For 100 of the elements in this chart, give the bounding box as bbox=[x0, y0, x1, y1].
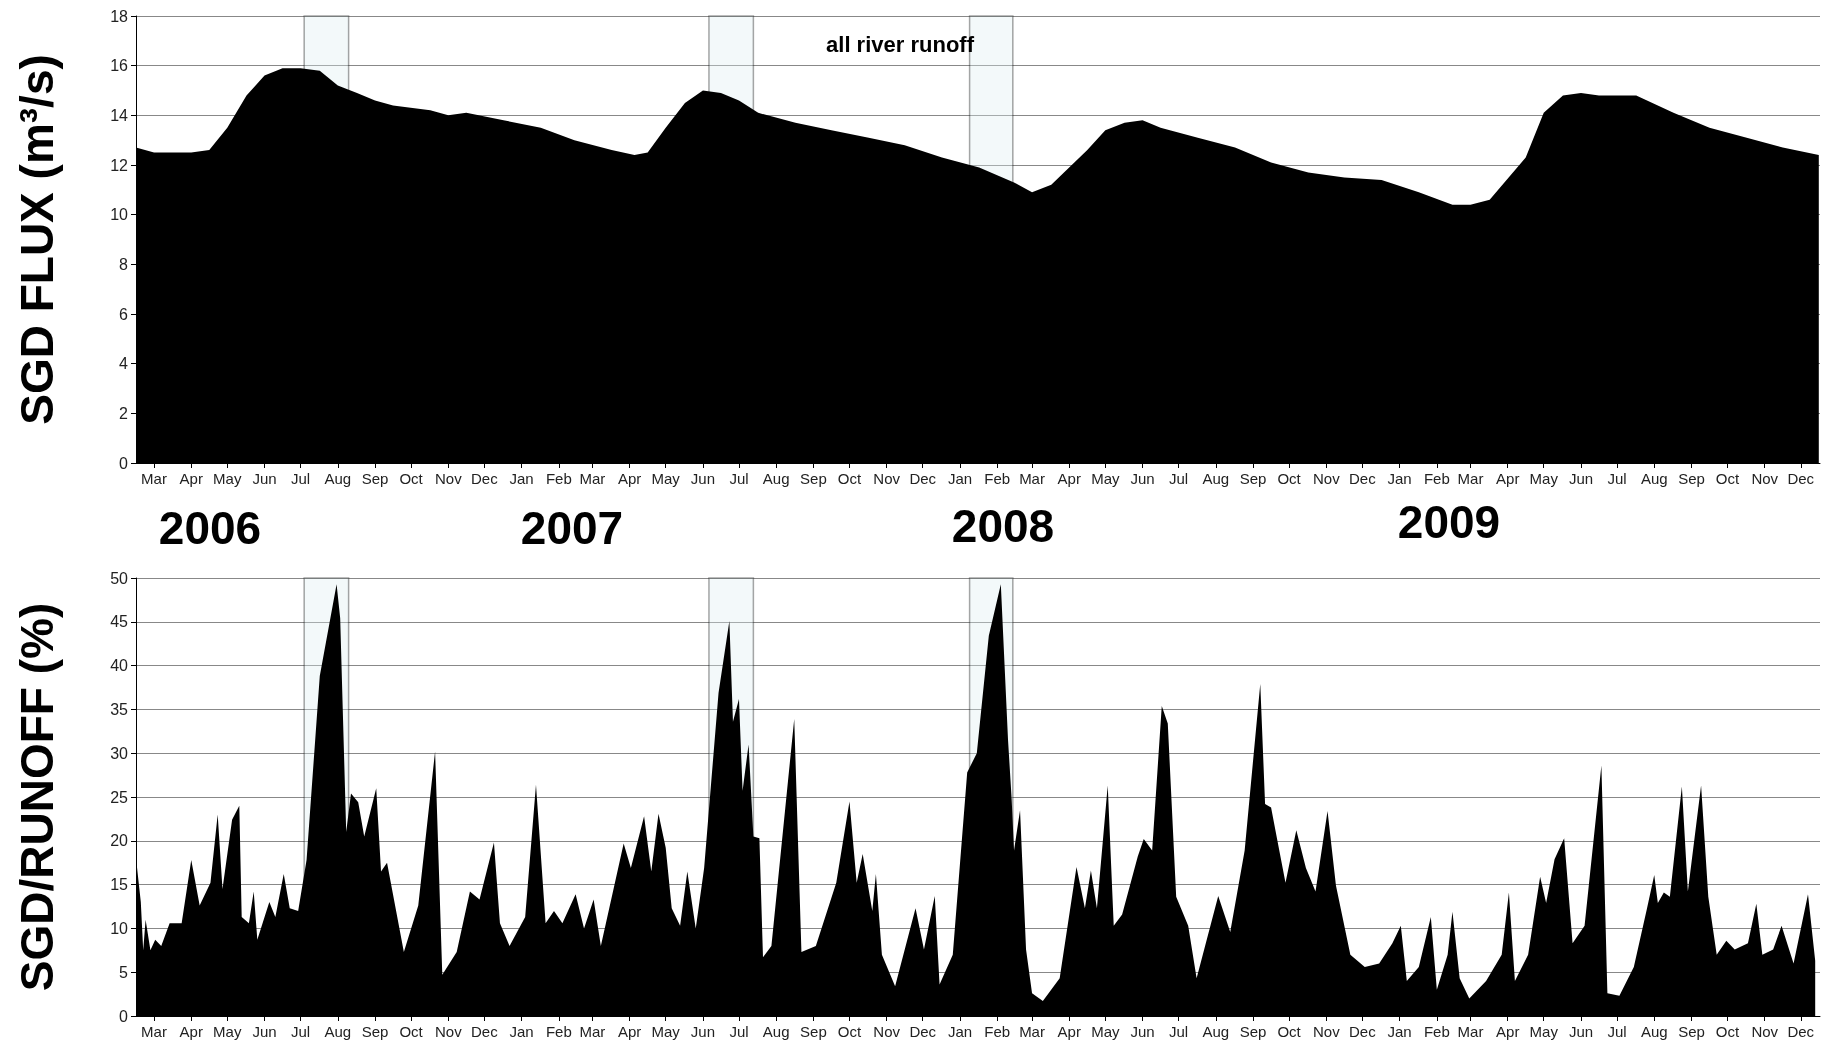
x-tick-label: Aug bbox=[324, 470, 352, 487]
x-tick-label: Mar bbox=[1019, 470, 1045, 487]
x-tick-label: Mar bbox=[1019, 1023, 1045, 1040]
x-tick-label: Dec bbox=[470, 1023, 499, 1040]
x-tick-label: Jul bbox=[1607, 470, 1627, 487]
x-tick-label: May bbox=[651, 1023, 681, 1040]
x-tick-label: Sep bbox=[1239, 1023, 1267, 1040]
x-tick-label: Sep bbox=[800, 470, 827, 487]
x-tick-label: Mar bbox=[141, 470, 167, 487]
x-tick-label: Feb bbox=[1423, 470, 1450, 487]
x-tick-label: Mar bbox=[579, 470, 606, 487]
x-tick-label: Nov bbox=[1751, 470, 1779, 487]
x-tick-label: May bbox=[213, 470, 242, 487]
x-tick-label: Oct bbox=[1277, 470, 1302, 487]
x-tick-label: Oct bbox=[399, 470, 424, 487]
x-tick-label: Sep bbox=[361, 1023, 389, 1040]
x-tick-label: Jul bbox=[290, 470, 311, 487]
x-tick-label: Oct bbox=[1277, 1023, 1302, 1040]
x-tick-label: Nov bbox=[434, 1023, 463, 1040]
y-tick-label: 10 bbox=[110, 206, 129, 224]
x-tick-label: Jul bbox=[1607, 1023, 1627, 1040]
x-tick-label: Jan bbox=[947, 470, 973, 487]
y-tick-label: 20 bbox=[110, 832, 129, 850]
x-tick-label: Feb bbox=[545, 1023, 572, 1040]
y-tick-label: 4 bbox=[119, 355, 129, 373]
y-tick-label: 2 bbox=[119, 404, 129, 422]
x-tick-label: Oct bbox=[399, 1023, 424, 1040]
x-tick-label: Jun bbox=[1130, 470, 1155, 487]
x-tick-label: Dec bbox=[1787, 1023, 1815, 1040]
x-tick-label: Feb bbox=[545, 470, 572, 487]
x-tick-label: Sep bbox=[800, 1023, 827, 1040]
x-tick-label: Oct bbox=[1715, 470, 1741, 487]
x-tick-label: Jun bbox=[690, 470, 716, 487]
x-tick-label: Feb bbox=[1423, 1023, 1450, 1040]
x-tick-label: Dec bbox=[1349, 1023, 1377, 1040]
y-tick-label: 15 bbox=[110, 876, 129, 894]
x-tick-label: Apr bbox=[1057, 1023, 1081, 1040]
x-tick-label: Nov bbox=[1312, 1023, 1341, 1040]
y-tick-label: 25 bbox=[110, 788, 129, 806]
x-tick-label: Nov bbox=[1751, 1023, 1779, 1040]
x-tick-label: Jul bbox=[729, 470, 749, 487]
x-tick-label: Dec bbox=[470, 470, 499, 487]
x-tick-label: Dec bbox=[1349, 470, 1377, 487]
x-tick-label: Dec bbox=[909, 1023, 937, 1040]
x-tick-label: Jan bbox=[509, 1023, 534, 1040]
y-tick-label: 0 bbox=[119, 454, 129, 472]
x-tick-label: Feb bbox=[984, 1023, 1011, 1040]
y-tick-label: 40 bbox=[110, 657, 129, 675]
y-tick-label: 30 bbox=[110, 744, 129, 762]
text: all river runoff bbox=[826, 31, 975, 57]
y-tick-label: 18 bbox=[110, 7, 129, 25]
text: 2007 bbox=[520, 502, 624, 554]
x-tick-label: Apr bbox=[618, 470, 642, 487]
y-tick-label: 35 bbox=[110, 700, 129, 718]
x-tick-label: Jun bbox=[252, 470, 277, 487]
x-tick-label: Apr bbox=[618, 1023, 642, 1040]
x-tick-label: Aug bbox=[1640, 470, 1668, 487]
x-tick-label: Jun bbox=[1130, 1023, 1155, 1040]
x-tick-label: Jan bbox=[947, 1023, 973, 1040]
x-tick-label: Jun bbox=[252, 1023, 277, 1040]
x-tick-label: Mar bbox=[1457, 1023, 1484, 1040]
text: 2009 bbox=[1397, 496, 1501, 548]
x-tick-label: Jul bbox=[1169, 470, 1189, 487]
x-tick-label: May bbox=[651, 470, 681, 487]
y-tick-label: 6 bbox=[119, 305, 129, 323]
x-tick-label: Nov bbox=[873, 1023, 901, 1040]
y-tick-label: 12 bbox=[110, 156, 129, 174]
x-tick-label: Apr bbox=[179, 470, 203, 487]
x-tick-label: Sep bbox=[1678, 1023, 1705, 1040]
text: 2006 bbox=[158, 502, 262, 554]
y-tick-label: 5 bbox=[119, 963, 129, 981]
y-tick-label: 45 bbox=[110, 613, 129, 631]
x-tick-label: Mar bbox=[579, 1023, 606, 1040]
x-tick-label: Apr bbox=[1496, 470, 1520, 487]
x-tick-label: May bbox=[1529, 1023, 1559, 1040]
y-tick-label: 10 bbox=[110, 919, 129, 937]
x-tick-label: Aug bbox=[324, 1023, 352, 1040]
x-tick-label: Oct bbox=[837, 470, 862, 487]
y-axis-title: SGD FLUX (m³/s) bbox=[11, 54, 63, 425]
x-tick-label: Sep bbox=[1678, 470, 1705, 487]
x-tick-label: May bbox=[1529, 470, 1559, 487]
text: 2008 bbox=[951, 500, 1055, 552]
x-tick-label: Sep bbox=[361, 470, 389, 487]
x-tick-label: Apr bbox=[1057, 470, 1081, 487]
x-tick-label: Apr bbox=[179, 1023, 203, 1040]
x-tick-label: Aug bbox=[1202, 1023, 1230, 1040]
x-tick-label: Aug bbox=[1202, 470, 1230, 487]
x-tick-label: Mar bbox=[1457, 470, 1484, 487]
y-tick-label: 50 bbox=[110, 569, 129, 587]
y-tick-label: 8 bbox=[119, 255, 129, 273]
x-tick-label: Aug bbox=[1640, 1023, 1668, 1040]
y-tick-label: 14 bbox=[110, 106, 129, 124]
x-tick-label: Feb bbox=[984, 470, 1011, 487]
x-tick-label: Nov bbox=[873, 470, 901, 487]
x-tick-label: Jun bbox=[1568, 470, 1594, 487]
x-tick-label: May bbox=[1091, 470, 1120, 487]
x-tick-label: Oct bbox=[1715, 1023, 1741, 1040]
x-tick-label: Jul bbox=[729, 1023, 749, 1040]
x-tick-label: Nov bbox=[1312, 470, 1341, 487]
x-tick-label: May bbox=[1091, 1023, 1120, 1040]
